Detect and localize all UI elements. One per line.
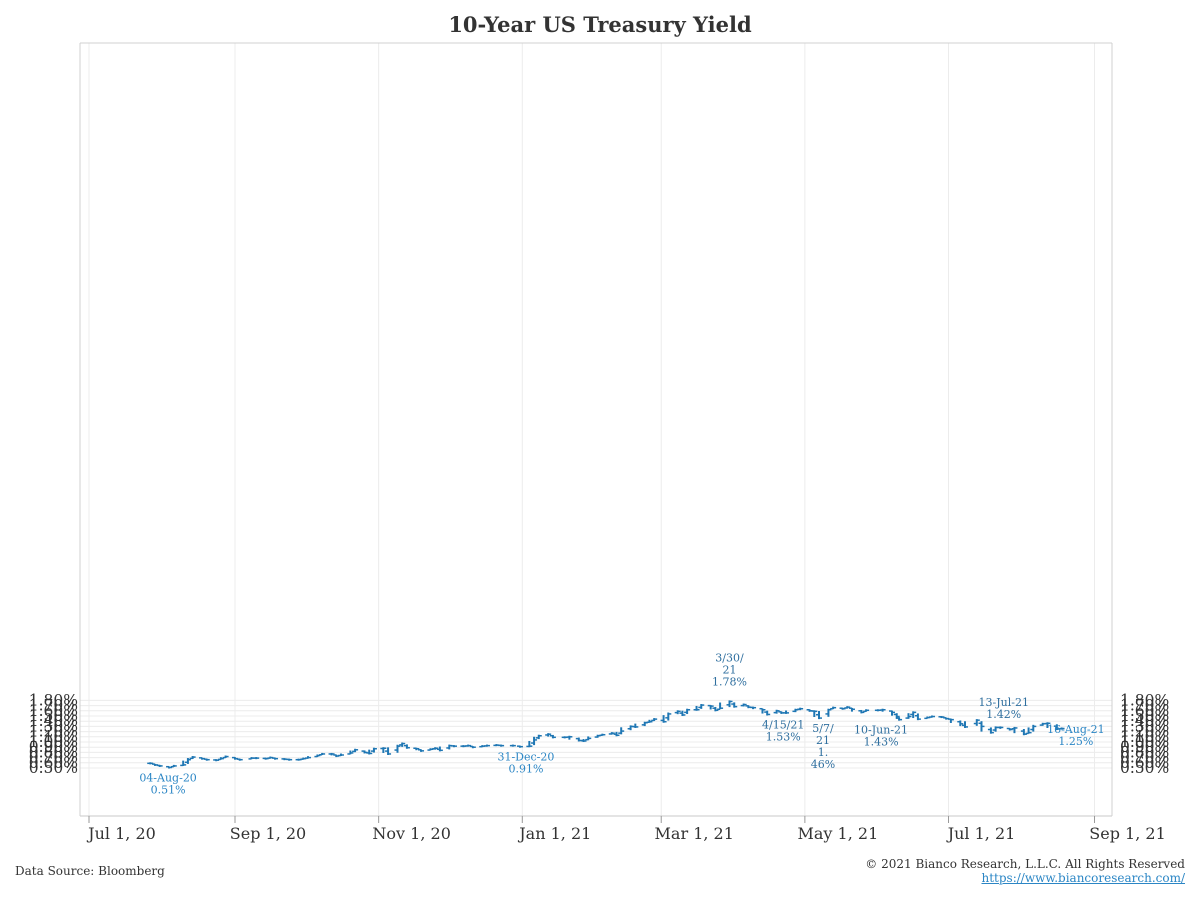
y-tick-label-left: 0.80% — [29, 743, 78, 761]
y-tick-label-right: 0.80% — [1120, 743, 1169, 761]
annotation-text: 21 — [723, 663, 737, 676]
copyright-block: © 2021 Bianco Research, L.L.C. All Right… — [865, 857, 1185, 885]
data-source-note: Data Source: Bloomberg — [15, 864, 165, 878]
y-tick-label-right: 0.70% — [1120, 749, 1169, 767]
annotation-text: 4/15/21 — [762, 718, 804, 731]
y-tick-label-right: 1.00% — [1120, 733, 1169, 751]
x-axis: Jul 1, 20 Sep 1, 20 Nov 1, 20 Jan 1, 21 Mar … — [86, 816, 1166, 843]
x-tick-label: Nov 1, 20 — [372, 824, 450, 843]
y-tick-label-left: 1.20% — [29, 723, 78, 741]
annotation-text: 10-Jun-21 — [854, 724, 908, 737]
y-tick-label-left: 1.60% — [29, 702, 78, 720]
y-tick-label-right: 1.30% — [1120, 717, 1169, 735]
annotation-text: 1.43% — [864, 736, 899, 749]
annotation: 3/30/211.78% — [712, 651, 747, 688]
annotation-text: 5/7/ — [812, 722, 834, 735]
grid-lines — [80, 43, 1112, 816]
annotation-text: 1. — [818, 746, 829, 759]
annotation: 31-Dec-200.91% — [497, 751, 554, 776]
annotation-text: 1.42% — [986, 708, 1021, 721]
annotation: 13-Jul-211.42% — [979, 696, 1029, 721]
x-tick-label: May 1, 21 — [797, 824, 878, 843]
y-tick-label-right: 0.50% — [1120, 759, 1169, 777]
y-tick-label-right: 1.40% — [1120, 712, 1169, 730]
y-tick-label-left: 1.40% — [29, 712, 78, 730]
annotation-text: 1.78% — [712, 675, 747, 688]
x-tick-label: Sep 1, 21 — [1089, 824, 1165, 843]
y-tick-label-right: 1.70% — [1120, 697, 1169, 715]
annotation-text: 1.25% — [1058, 735, 1093, 748]
website-link[interactable]: https://www.biancoresearch.com/ — [981, 871, 1185, 885]
y-tick-label-right: 0.90% — [1120, 738, 1169, 756]
plot-frame — [79, 42, 1113, 817]
y-tick-label-left: 1.80% — [29, 691, 78, 709]
x-tick-label: Jan 1, 21 — [517, 824, 591, 843]
x-tick-label: Jul 1, 21 — [946, 824, 1016, 843]
y-tick-label-right: 1.80% — [1120, 691, 1169, 709]
annotation-text: 1.53% — [766, 730, 801, 743]
y-tick-label-right: 1.50% — [1120, 707, 1169, 725]
x-tick-label: Mar 1, 21 — [655, 824, 734, 843]
annotation: 5/7/211.46% — [811, 722, 835, 771]
annotation-text: 3/30/ — [715, 651, 744, 664]
annotation: 16-Aug-211.25% — [1047, 723, 1105, 748]
y-tick-label-left: 1.50% — [29, 707, 78, 725]
y-tick-label-right: 1.60% — [1120, 702, 1169, 720]
y-tick-label-right: 1.20% — [1120, 723, 1169, 741]
y-tick-label-left: 0.50% — [29, 759, 78, 777]
annotation-text: 16-Aug-21 — [1047, 723, 1105, 736]
annotation: 04-Aug-200.51% — [139, 771, 197, 796]
x-tick-label: Sep 1, 20 — [230, 824, 306, 843]
annotation-text: 21 — [816, 734, 830, 747]
y-axis-left: 0.50%0.60%0.70%0.80%0.90%1.00%1.10%1.20%… — [29, 691, 78, 777]
copyright-text: © 2021 Bianco Research, L.L.C. All Right… — [865, 857, 1185, 871]
y-tick-label-left: 0.90% — [29, 738, 78, 756]
y-tick-label-left: 1.70% — [29, 697, 78, 715]
annotation-text: 0.51% — [151, 783, 186, 796]
chart-title: 10-Year US Treasury Yield — [448, 12, 752, 37]
annotation-text: 04-Aug-20 — [139, 771, 197, 784]
annotations: 04-Aug-200.51%31-Dec-200.91%3/30/211.78%… — [139, 651, 1104, 796]
y-tick-label-left: 1.10% — [29, 728, 78, 746]
annotation-text: 13-Jul-21 — [979, 696, 1029, 709]
y-tick-label-left: 1.30% — [29, 717, 78, 735]
annotation-text: 46% — [811, 758, 835, 771]
annotation-text: 0.91% — [508, 763, 543, 776]
y-axis-right: 0.50%0.60%0.70%0.80%0.90%1.00%1.10%1.20%… — [1120, 691, 1169, 777]
annotation-text: 31-Dec-20 — [497, 751, 554, 764]
y-tick-label-right: 0.60% — [1120, 754, 1169, 772]
y-tick-label-left: 0.70% — [29, 749, 78, 767]
ohlc-series — [147, 700, 1065, 769]
annotation: 4/15/211.53% — [762, 718, 804, 743]
y-tick-label-right: 1.10% — [1120, 728, 1169, 746]
x-tick-label: Jul 1, 20 — [86, 824, 156, 843]
y-tick-label-left: 0.60% — [29, 754, 78, 772]
y-tick-label-left: 1.00% — [29, 733, 78, 751]
annotation: 10-Jun-211.43% — [854, 724, 908, 749]
